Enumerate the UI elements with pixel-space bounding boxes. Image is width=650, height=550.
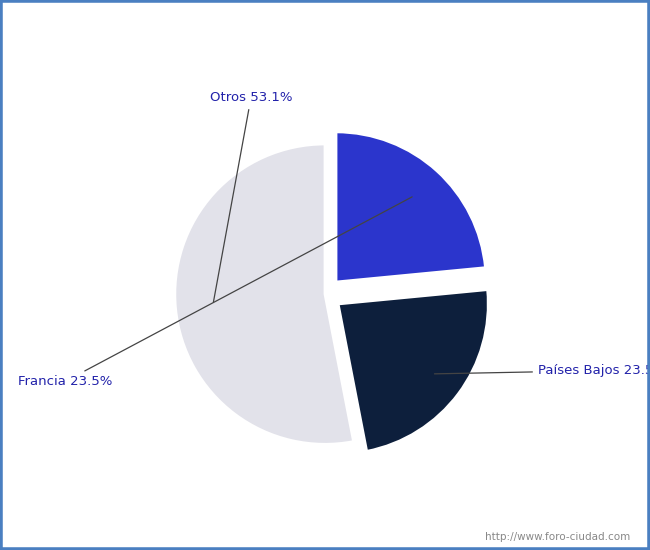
Text: Otros 53.1%: Otros 53.1% (210, 91, 292, 302)
Text: Francia 23.5%: Francia 23.5% (18, 197, 412, 388)
Text: http://www.foro-ciudad.com: http://www.foro-ciudad.com (486, 532, 630, 542)
Wedge shape (336, 132, 486, 282)
Text: Países Bajos 23.5%: Países Bajos 23.5% (434, 364, 650, 377)
Wedge shape (175, 144, 354, 444)
Wedge shape (338, 290, 488, 452)
Text: Castro del Río - Turistas extranjeros según país - Abril de 2024: Castro del Río - Turistas extranjeros se… (96, 18, 554, 34)
